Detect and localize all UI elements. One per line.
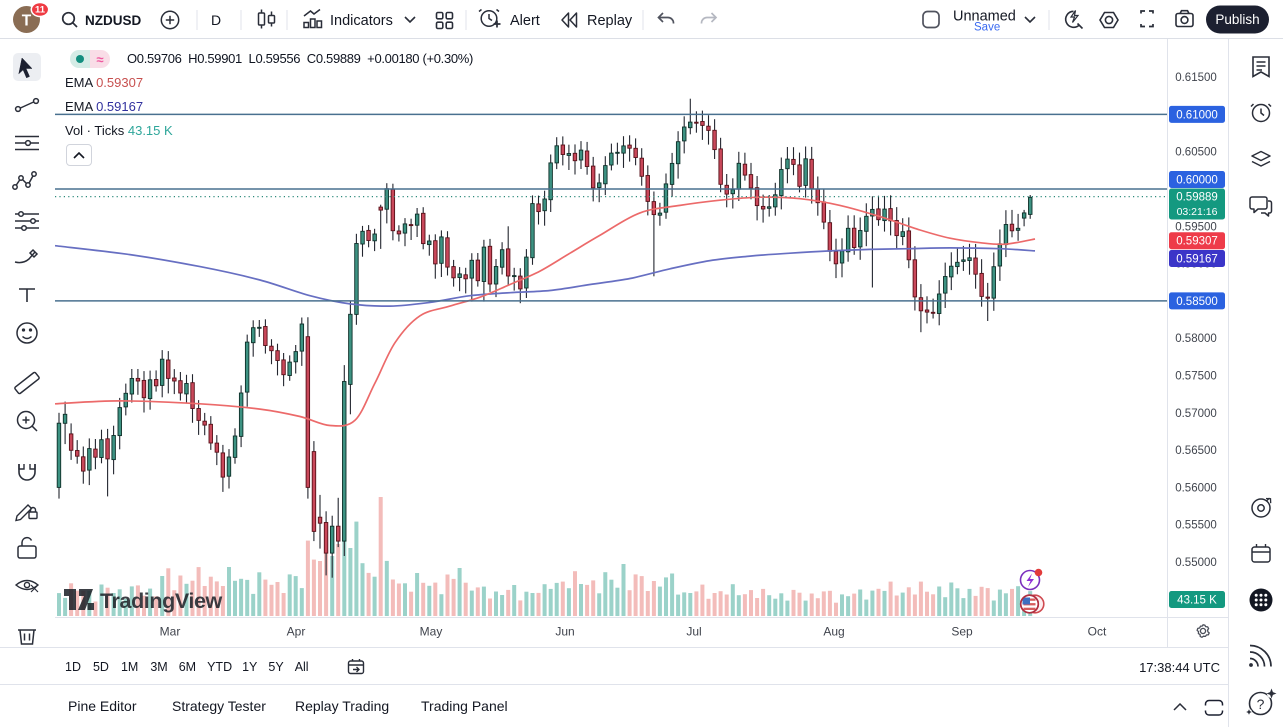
- svg-text:0.59500: 0.59500: [1175, 221, 1217, 233]
- svg-text:Unnamed: Unnamed: [953, 9, 1016, 25]
- svg-text:Apr: Apr: [287, 625, 306, 639]
- svg-text:0.61500: 0.61500: [1175, 72, 1217, 84]
- svg-text:Mar: Mar: [160, 625, 181, 639]
- svg-text:03:21:16: 03:21:16: [1177, 206, 1218, 218]
- svg-text:0.58000: 0.58000: [1175, 333, 1217, 345]
- svg-text:TradingView: TradingView: [100, 589, 223, 613]
- svg-text:Alert: Alert: [510, 13, 540, 29]
- svg-text:43.15 K: 43.15 K: [1177, 595, 1217, 607]
- svg-text:0.61000: 0.61000: [1176, 109, 1218, 121]
- svg-text:0.60500: 0.60500: [1175, 147, 1217, 159]
- svg-text:11: 11: [35, 5, 46, 16]
- svg-text:NZDUSD: NZDUSD: [85, 13, 141, 28]
- svg-text:0.59307: 0.59307: [1176, 236, 1218, 248]
- svg-text:0.56500: 0.56500: [1175, 445, 1217, 457]
- svg-text:0.57500: 0.57500: [1175, 371, 1217, 383]
- svg-text:Replay: Replay: [587, 13, 633, 29]
- svg-text:0.57000: 0.57000: [1175, 408, 1217, 420]
- svg-text:Indicators: Indicators: [330, 13, 393, 29]
- svg-text:0.58500: 0.58500: [1176, 296, 1218, 308]
- svg-text:T: T: [22, 13, 32, 30]
- svg-text:Publish: Publish: [1215, 12, 1259, 27]
- svg-text:0.55500: 0.55500: [1175, 520, 1217, 532]
- svg-text:0.56000: 0.56000: [1175, 482, 1217, 494]
- svg-text:Jul: Jul: [686, 625, 701, 639]
- svg-text:Oct: Oct: [1088, 625, 1107, 639]
- svg-text:May: May: [420, 625, 443, 639]
- svg-text:0.60000: 0.60000: [1176, 175, 1218, 187]
- svg-text:Sep: Sep: [951, 625, 973, 639]
- svg-text:0.59167: 0.59167: [1176, 254, 1218, 266]
- svg-text:Save: Save: [974, 22, 1000, 34]
- svg-text:D: D: [211, 12, 221, 28]
- svg-text:0.55000: 0.55000: [1175, 557, 1217, 569]
- svg-text:0.59889: 0.59889: [1176, 192, 1218, 204]
- svg-text:Aug: Aug: [823, 625, 844, 639]
- svg-text:?: ?: [1257, 696, 1265, 712]
- svg-text:Jun: Jun: [555, 625, 574, 639]
